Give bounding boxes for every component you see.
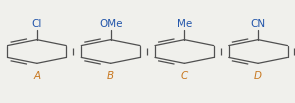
Text: C: C — [181, 71, 188, 81]
Text: Cl: Cl — [32, 19, 42, 29]
Text: Me: Me — [177, 19, 192, 29]
Text: B: B — [107, 71, 114, 81]
Text: OMe: OMe — [99, 19, 122, 29]
Text: CN: CN — [250, 19, 266, 29]
Text: D: D — [254, 71, 262, 81]
Text: A: A — [33, 71, 40, 81]
